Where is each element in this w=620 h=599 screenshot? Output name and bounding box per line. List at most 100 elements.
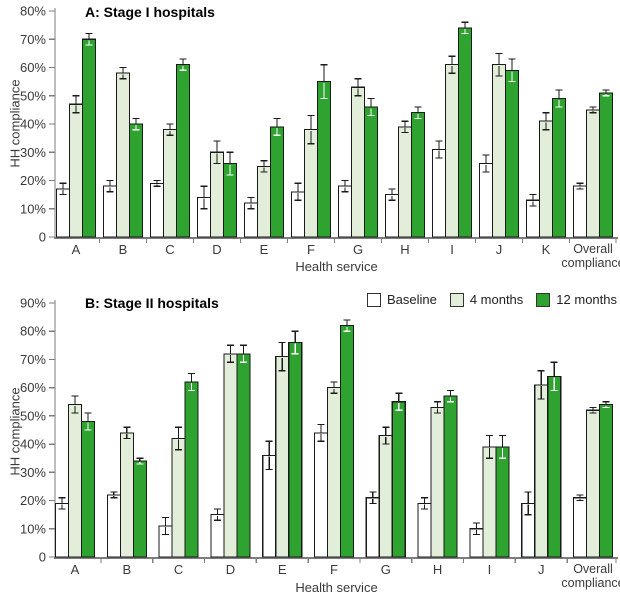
- bar-F-Baseline: [313, 432, 329, 558]
- bar-C-4-months: [171, 437, 186, 558]
- bar-Overall-Baseline: [572, 185, 588, 238]
- x-category-label: F: [307, 242, 315, 257]
- y-tick-label: 60%: [20, 60, 46, 75]
- bar-I-12-months: [495, 446, 510, 558]
- x-category-label: A: [72, 242, 81, 257]
- x-category-label: Overall: [573, 242, 613, 256]
- bar-D-Baseline: [210, 514, 225, 558]
- x-category-label: H: [400, 242, 409, 257]
- legend-swatch-4-months: [449, 292, 464, 307]
- y-tick-label: 20%: [20, 493, 46, 508]
- y-tick-label: 80%: [20, 324, 46, 339]
- y-tick-label: 90%: [20, 296, 46, 311]
- bar-A-Baseline: [55, 188, 71, 238]
- x-category-label: compliance: [561, 576, 620, 590]
- bar-D-4-months: [209, 151, 225, 238]
- x-category-label: Overall: [573, 562, 613, 576]
- bar-A-12-months: [80, 420, 96, 558]
- x-category-label: D: [226, 562, 235, 577]
- legend-item-12-months: 12 months: [536, 292, 617, 307]
- bar-F-4-months: [326, 387, 342, 558]
- bar-D-12-months: [236, 353, 251, 558]
- bar-C-12-months: [175, 64, 191, 238]
- y-tick-label: 50%: [20, 88, 46, 103]
- x-category-label: F: [330, 562, 338, 577]
- x-category-label: J: [538, 562, 545, 577]
- bar-G-12-months: [363, 106, 379, 238]
- bar-I-4-months: [444, 64, 460, 238]
- panel-a-x-axis-label: Health service: [295, 259, 378, 274]
- bar-F-12-months: [316, 81, 332, 238]
- x-category-label: I: [450, 242, 454, 257]
- bar-G-4-months: [350, 86, 366, 238]
- bar-Overall-4-months: [585, 409, 601, 558]
- bar-A-4-months: [67, 404, 83, 558]
- panel-a-y-axis-label: HH compliance: [7, 79, 23, 168]
- chart-legend: Baseline 4 months 12 months: [366, 292, 617, 307]
- bar-K-4-months: [538, 120, 554, 238]
- bar-E-4-months: [275, 356, 290, 558]
- y-tick-label: 0: [39, 230, 46, 245]
- bar-C-4-months: [162, 129, 178, 238]
- bar-G-4-months: [378, 435, 393, 558]
- y-tick-label: 30%: [20, 145, 46, 160]
- y-tick-label: 40%: [20, 117, 46, 132]
- bar-Overall-4-months: [585, 109, 601, 238]
- bar-E-12-months: [269, 126, 285, 238]
- x-category-label: A: [71, 562, 80, 577]
- panel-b-x-axis-label: Health service: [295, 580, 378, 595]
- y-tick-label: 50%: [20, 408, 46, 423]
- x-category-label: C: [165, 242, 174, 257]
- legend-label-4-months: 4 months: [469, 292, 524, 307]
- bar-B-4-months: [119, 432, 134, 558]
- bar-B-4-months: [115, 72, 131, 238]
- bar-B-Baseline: [102, 185, 118, 238]
- legend-label-baseline: Baseline: [386, 292, 437, 307]
- bar-H-12-months: [443, 395, 458, 558]
- bar-B-12-months: [132, 460, 147, 558]
- bar-C-Baseline: [149, 182, 165, 238]
- x-category-label: G: [353, 242, 363, 257]
- bar-D-4-months: [223, 353, 238, 558]
- bar-F-4-months: [303, 129, 319, 238]
- bar-H-Baseline: [417, 502, 432, 558]
- y-tick-label: 10%: [20, 201, 46, 216]
- y-tick-label: 60%: [20, 380, 46, 395]
- bar-J-4-months: [491, 64, 507, 238]
- y-tick-label: 80%: [20, 4, 46, 19]
- legend-label-12-months: 12 months: [556, 292, 617, 307]
- y-tick-label: 70%: [20, 32, 46, 47]
- bar-J-Baseline: [478, 163, 494, 238]
- bar-A-12-months: [81, 38, 97, 238]
- legend-swatch-12-months: [536, 292, 551, 307]
- x-category-label: G: [381, 562, 391, 577]
- panel-a-title: A: Stage I hospitals: [85, 4, 215, 20]
- bar-G-Baseline: [365, 497, 380, 558]
- y-tick-label: 30%: [20, 465, 46, 480]
- y-tick-label: 20%: [20, 173, 46, 188]
- x-category-label: B: [119, 242, 128, 257]
- panel-b-title: B: Stage II hospitals: [85, 295, 219, 311]
- stage1-hospitals-chart: 0 10% 20% 30% 40% 50% 60% 70% 80% A B C D E F G H I J K Over…: [20, 4, 620, 271]
- bar-Overall-Baseline: [572, 497, 588, 558]
- bar-J-4-months: [534, 384, 549, 558]
- bar-A-Baseline: [54, 502, 70, 558]
- bar-K-12-months: [551, 98, 567, 238]
- x-category-label: D: [212, 242, 221, 257]
- x-category-label: K: [542, 242, 551, 257]
- bar-I-Baseline: [431, 148, 447, 238]
- bar-E-Baseline: [262, 454, 277, 558]
- bar-E-4-months: [256, 165, 272, 238]
- bar-H-Baseline: [384, 194, 400, 238]
- panel-b-y-axis-label: HH compliance: [7, 387, 23, 476]
- bar-H-4-months: [397, 126, 413, 238]
- bar-B-12-months: [128, 123, 144, 238]
- y-tick-label: 0: [39, 550, 46, 565]
- bar-G-12-months: [391, 401, 406, 558]
- bar-C-12-months: [184, 381, 199, 558]
- bar-A-4-months: [68, 103, 84, 238]
- bar-J-12-months: [504, 69, 520, 238]
- y-tick-label: 70%: [20, 352, 46, 367]
- bar-E-12-months: [288, 341, 303, 558]
